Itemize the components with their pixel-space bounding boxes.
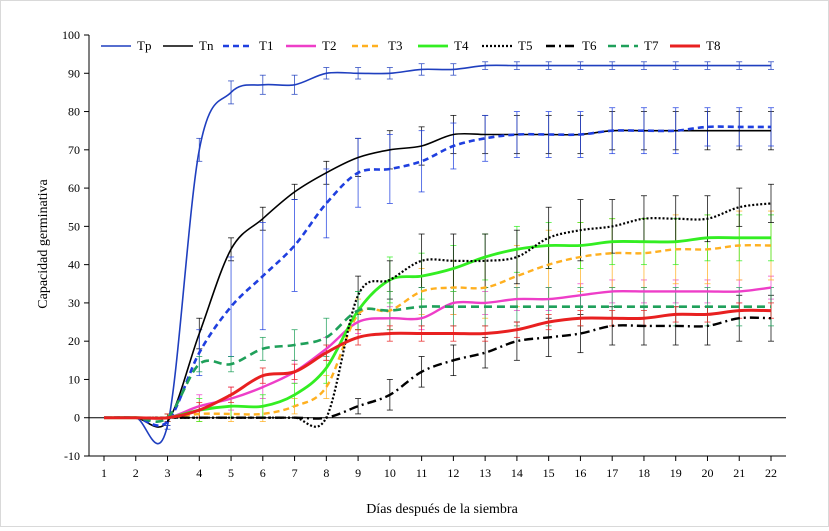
- series-line-tn: [103, 129, 771, 428]
- legend-item-t2: T2: [286, 38, 336, 53]
- x-tick-label: 14: [511, 466, 523, 480]
- error-bar: [418, 130, 425, 193]
- error-bar: [355, 398, 362, 415]
- plot-area: [88, 35, 786, 457]
- legend-label: T5: [518, 38, 532, 53]
- x-tick-label: 13: [479, 466, 491, 480]
- legend-label: T4: [454, 38, 469, 53]
- legend-label: T7: [644, 38, 659, 53]
- x-tick-label: 6: [260, 466, 266, 480]
- y-tick-label: 60: [68, 181, 80, 195]
- error-bar: [228, 256, 235, 357]
- error-bar: [291, 199, 298, 292]
- legend-item-t3: T3: [352, 38, 402, 53]
- x-tick-label: 15: [543, 466, 555, 480]
- error-bar: [736, 187, 743, 227]
- series-line-t8: [103, 308, 772, 420]
- y-tick-label: 40: [68, 258, 80, 272]
- x-tick-label: 18: [638, 466, 650, 480]
- error-bar: [196, 356, 203, 373]
- y-tick-label: 50: [68, 219, 80, 233]
- legend-label: Tp: [137, 38, 151, 53]
- error-bar: [513, 229, 520, 285]
- error-bar: [768, 183, 774, 223]
- y-tick-label: 80: [68, 105, 80, 119]
- error-bar: [323, 168, 330, 239]
- x-tick-label: 3: [165, 466, 171, 480]
- y-tick-label: 70: [68, 143, 80, 157]
- x-tick-label: 9: [355, 466, 361, 480]
- legend-label: T8: [706, 38, 720, 53]
- series-line-t1: [103, 125, 771, 427]
- x-tick-label: 10: [384, 466, 396, 480]
- legend-item-tn: Tn: [163, 38, 214, 53]
- legend-label: T6: [582, 38, 597, 53]
- x-tick-label: 17: [606, 466, 618, 480]
- error-bars: [164, 61, 774, 430]
- error-bar: [482, 114, 489, 162]
- x-tick-label: 16: [574, 466, 586, 480]
- x-tick-label: 20: [701, 466, 713, 480]
- legend-label: T1: [259, 38, 273, 53]
- x-tick-label: 4: [196, 466, 202, 480]
- series-line-tp: [103, 64, 771, 445]
- y-tick-label: 10: [68, 372, 80, 386]
- x-tick-label: 5: [228, 466, 234, 480]
- y-tick-label: 20: [68, 334, 80, 348]
- legend-item-t5: T5: [482, 38, 532, 53]
- legend-label: Tn: [199, 38, 214, 53]
- x-axis-title: Días después de la siembra: [366, 502, 518, 517]
- error-bar: [545, 206, 552, 269]
- x-tick-label: 7: [292, 466, 298, 480]
- legend-item-t7: T7: [608, 38, 659, 53]
- legend-label: T2: [322, 38, 336, 53]
- y-tick-label: 90: [68, 66, 80, 80]
- legend-item-t8: T8: [670, 38, 720, 53]
- series-line-t3: [103, 244, 772, 420]
- x-tick-label: 19: [670, 466, 682, 480]
- series-line-t6: [103, 316, 772, 420]
- legend-item-t6: T6: [546, 38, 597, 53]
- legend-item-tp: Tp: [101, 38, 151, 53]
- x-tick-label: 21: [733, 466, 745, 480]
- series-line-t5: [103, 202, 772, 428]
- y-tick-label: 30: [68, 296, 80, 310]
- y-tick-label: -10: [64, 449, 80, 463]
- y-axis: -10 0 10 20 30 40 50 60 70 80 90 100: [62, 28, 89, 463]
- x-tick-label: 12: [447, 466, 459, 480]
- legend-item-t4: T4: [418, 38, 469, 53]
- legend: Tp Tn T1 T2 T3 T4 T5 T6 T7 T8: [101, 38, 720, 53]
- x-tick-label: 2: [133, 466, 139, 480]
- y-tick-label: 0: [74, 411, 80, 425]
- series-line-t4: [103, 236, 771, 420]
- error-bar: [704, 107, 711, 147]
- legend-label: T3: [388, 38, 402, 53]
- legend-item-t1: T1: [223, 38, 273, 53]
- x-tick-label: 8: [323, 466, 329, 480]
- x-tick-label: 11: [416, 466, 428, 480]
- x-tick-label: 1: [101, 466, 107, 480]
- y-tick-label: 100: [62, 28, 80, 42]
- x-axis: 1 2 3 4 5 6 7 8 9 10 11 12 13 14 15 16 17 18 19 20 21 22: [101, 456, 777, 480]
- y-axis-title: Capacidad germinativa: [36, 178, 51, 308]
- x-tick-label: 22: [765, 466, 777, 480]
- series-lines: [103, 64, 772, 445]
- series-line-t7: [103, 305, 771, 423]
